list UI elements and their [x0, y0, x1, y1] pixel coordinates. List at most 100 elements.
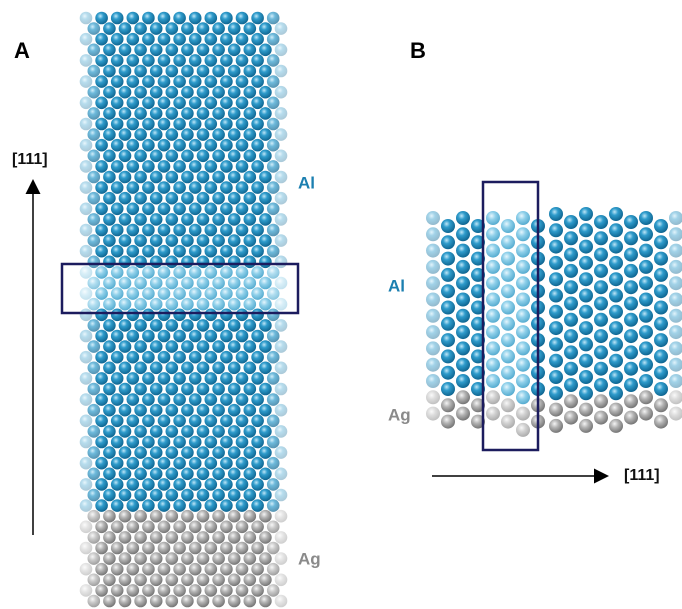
atom: [236, 563, 249, 576]
atom: [189, 245, 202, 258]
atom: [654, 317, 668, 331]
atom: [564, 411, 578, 425]
atom: [236, 393, 249, 406]
atom: [244, 446, 257, 459]
atom: [103, 192, 116, 205]
atom: [251, 563, 264, 576]
atom: [236, 309, 249, 322]
atom: [549, 419, 563, 433]
atom: [236, 478, 249, 491]
atom: [275, 150, 288, 163]
atom: [134, 446, 147, 459]
atom: [244, 489, 257, 502]
atom: [189, 287, 202, 300]
atom: [251, 224, 264, 237]
atom: [95, 499, 108, 512]
atom: [197, 340, 210, 353]
atom: [150, 234, 163, 247]
atom: [134, 383, 147, 396]
atom: [88, 234, 101, 247]
atom: [88, 107, 101, 120]
atom: [549, 321, 563, 335]
atom: [212, 574, 225, 587]
atom: [251, 478, 264, 491]
atom: [158, 33, 171, 46]
atom: [669, 390, 682, 404]
atom: [212, 531, 225, 544]
atom: [127, 224, 140, 237]
atom: [228, 65, 241, 78]
atom: [166, 383, 179, 396]
atom: [181, 22, 194, 35]
atom: [220, 118, 233, 131]
atom: [205, 457, 218, 470]
atom: [80, 542, 93, 555]
atom: [259, 595, 272, 608]
atom: [173, 160, 186, 173]
atom: [220, 499, 233, 512]
atom: [594, 313, 608, 327]
panel-label: A: [14, 38, 30, 63]
atom: [220, 542, 233, 555]
atom: [267, 224, 280, 237]
atom: [205, 393, 218, 406]
atom: [236, 224, 249, 237]
atom: [220, 245, 233, 258]
atom: [197, 277, 210, 290]
atom: [441, 415, 455, 429]
atom: [259, 531, 272, 544]
atom: [189, 224, 202, 237]
atom: [189, 309, 202, 322]
atom: [134, 574, 147, 587]
atom: [88, 489, 101, 502]
atom: [158, 584, 171, 597]
atom: [173, 12, 186, 25]
atom: [205, 203, 218, 216]
atom: [173, 266, 186, 279]
atom: [426, 227, 440, 241]
atom: [486, 341, 500, 355]
atom: [220, 224, 233, 237]
atom: [275, 404, 288, 417]
atom: [103, 128, 116, 141]
atom: [275, 552, 288, 565]
atom: [181, 340, 194, 353]
atom: [181, 150, 194, 163]
atom: [251, 266, 264, 279]
atom: [189, 181, 202, 194]
atom: [80, 584, 93, 597]
atom: [142, 393, 155, 406]
atom: [173, 139, 186, 152]
atom: [181, 234, 194, 247]
atom: [166, 107, 179, 120]
atom: [166, 489, 179, 502]
atom: [111, 309, 124, 322]
atom: [80, 54, 93, 67]
atom: [251, 54, 264, 67]
atom: [205, 521, 218, 534]
atom: [127, 457, 140, 470]
atom: [95, 351, 108, 364]
atom: [158, 457, 171, 470]
atom: [669, 325, 682, 339]
atom: [127, 584, 140, 597]
atom: [189, 499, 202, 512]
atom: [197, 489, 210, 502]
atom: [158, 436, 171, 449]
atom: [173, 330, 186, 343]
atom: [228, 425, 241, 438]
atom: [134, 489, 147, 502]
atom: [103, 107, 116, 120]
atom: [150, 425, 163, 438]
atom: [220, 54, 233, 67]
atom: [501, 284, 515, 298]
atom: [95, 245, 108, 258]
atom: [654, 219, 668, 233]
atom: [639, 227, 653, 241]
atom: [267, 499, 280, 512]
atom: [173, 563, 186, 576]
atom: [197, 319, 210, 332]
atom: [267, 33, 280, 46]
atom: [549, 272, 563, 286]
atom: [236, 33, 249, 46]
